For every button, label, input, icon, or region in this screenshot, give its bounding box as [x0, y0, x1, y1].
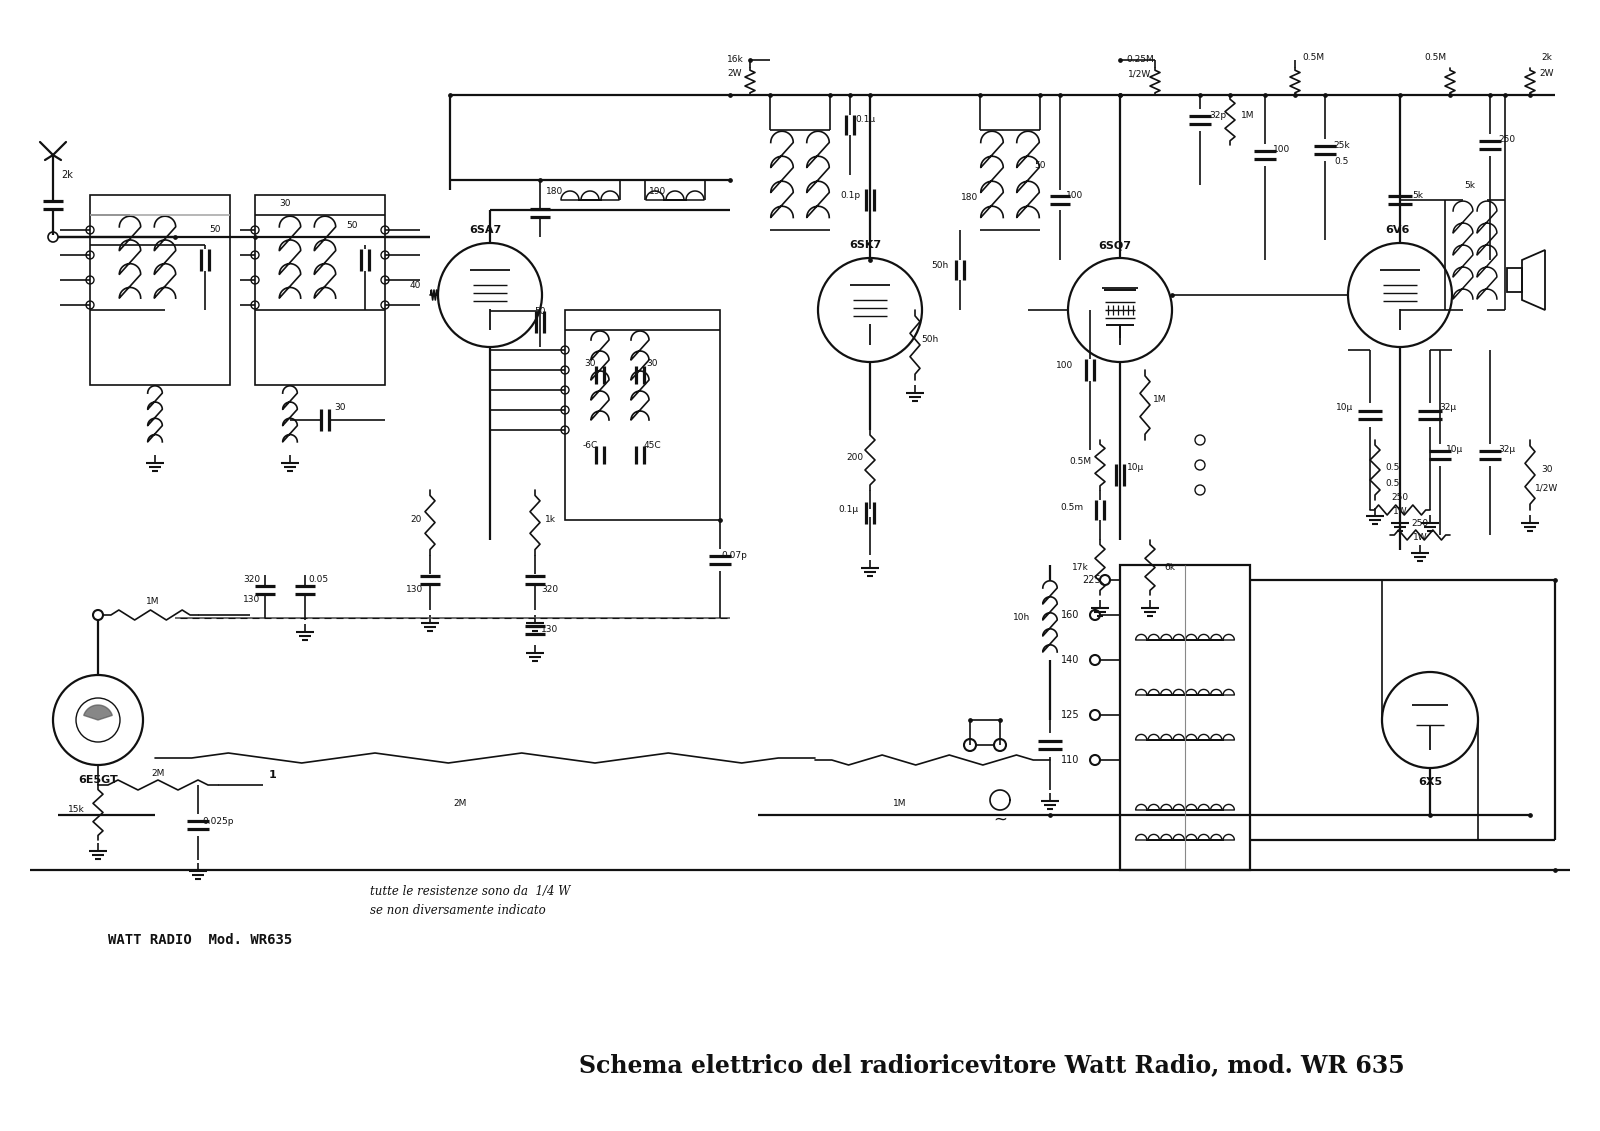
Text: 0.5: 0.5	[1334, 157, 1349, 166]
Text: 25k: 25k	[1334, 140, 1350, 149]
Text: 0.5: 0.5	[1386, 480, 1400, 489]
Text: 32μ: 32μ	[1440, 403, 1456, 412]
Text: 0.5M: 0.5M	[1424, 53, 1446, 62]
Text: 1M: 1M	[893, 798, 907, 808]
Text: 20: 20	[410, 516, 422, 525]
Text: 16k: 16k	[726, 55, 744, 64]
Text: tutte le resistenze sono da  1/4 W: tutte le resistenze sono da 1/4 W	[370, 886, 570, 898]
Bar	[90, 195, 230, 385]
Text: 17k: 17k	[1072, 563, 1088, 572]
Text: 10μ: 10μ	[1128, 464, 1144, 473]
Text: 0.1p: 0.1p	[840, 190, 861, 199]
Text: 320: 320	[541, 586, 558, 595]
Bar	[1120, 566, 1250, 870]
Text: 6SA7: 6SA7	[469, 225, 501, 235]
Text: 1/2W: 1/2W	[1128, 69, 1152, 78]
Text: 180: 180	[962, 193, 979, 202]
Text: 0.07p: 0.07p	[722, 551, 747, 560]
Text: 1M: 1M	[1154, 396, 1166, 405]
Text: 250: 250	[1411, 518, 1429, 527]
Text: 130: 130	[243, 596, 261, 604]
Text: 2W: 2W	[728, 69, 742, 78]
Text: 0.5m: 0.5m	[1061, 502, 1083, 511]
Text: 32p: 32p	[1210, 111, 1227, 120]
Text: 2k: 2k	[61, 170, 74, 180]
Text: 30: 30	[1541, 466, 1552, 475]
Text: 320: 320	[243, 576, 261, 585]
Text: 125: 125	[1061, 710, 1080, 720]
Text: 2W: 2W	[1539, 69, 1554, 78]
Text: 1W: 1W	[1413, 533, 1427, 542]
Text: 0.5M: 0.5M	[1069, 458, 1091, 466]
Text: -6C: -6C	[582, 440, 598, 449]
Bar	[565, 310, 720, 520]
Text: 0.5: 0.5	[1386, 463, 1400, 472]
Text: 250: 250	[1499, 136, 1515, 145]
Text: 30: 30	[280, 199, 291, 207]
Text: 0.1μ: 0.1μ	[854, 115, 875, 124]
Text: 140: 140	[1061, 655, 1078, 665]
Text: 190: 190	[650, 187, 667, 196]
Text: 6SK7: 6SK7	[850, 240, 882, 250]
Text: ~: ~	[994, 811, 1006, 829]
Text: 160: 160	[1061, 610, 1078, 620]
Text: 100: 100	[1066, 190, 1083, 199]
Text: 10μ: 10μ	[1446, 446, 1464, 455]
Text: 100: 100	[1056, 361, 1074, 370]
Text: 250: 250	[1392, 493, 1408, 502]
Text: 110: 110	[1061, 756, 1078, 765]
Text: 1M: 1M	[1242, 111, 1254, 120]
Text: 50: 50	[210, 225, 221, 234]
Text: 6E5GT: 6E5GT	[78, 775, 118, 785]
Text: 200: 200	[846, 452, 864, 461]
Text: 0.5M: 0.5M	[1302, 53, 1325, 62]
Text: 32μ: 32μ	[1499, 446, 1515, 455]
Text: 50: 50	[1034, 161, 1046, 170]
Text: 50: 50	[534, 307, 546, 316]
Text: 5k: 5k	[1413, 190, 1424, 199]
Text: 15k: 15k	[67, 805, 85, 814]
Text: 30: 30	[584, 359, 595, 368]
Text: 1W: 1W	[1392, 508, 1408, 517]
Text: 1/2W: 1/2W	[1536, 483, 1558, 492]
Text: 6V6: 6V6	[1386, 225, 1410, 235]
Text: WATT RADIO  Mod. WR635: WATT RADIO Mod. WR635	[109, 933, 293, 947]
Text: 50h: 50h	[931, 260, 949, 269]
Text: 6k: 6k	[1165, 563, 1176, 572]
Text: 2M: 2M	[152, 768, 165, 777]
Text: Schema elettrico del radioricevitore Watt Radio, mod. WR 635: Schema elettrico del radioricevitore Wat…	[579, 1053, 1405, 1077]
Text: 0.1μ: 0.1μ	[838, 506, 858, 515]
Text: 10μ: 10μ	[1336, 403, 1354, 412]
Text: 2M: 2M	[453, 798, 467, 808]
Text: 45C: 45C	[643, 440, 661, 449]
Text: 0.05: 0.05	[307, 576, 328, 585]
Text: 10h: 10h	[1013, 613, 1030, 622]
Text: 30: 30	[646, 359, 658, 368]
Text: se non diversamente indicato: se non diversamente indicato	[370, 904, 546, 916]
Text: 50: 50	[346, 221, 358, 230]
Polygon shape	[83, 705, 112, 720]
Text: 2k: 2k	[1541, 53, 1552, 62]
Text: 30: 30	[334, 404, 346, 413]
Text: 0.025p: 0.025p	[202, 818, 234, 827]
Bar	[254, 195, 386, 385]
Text: 1k: 1k	[544, 516, 555, 525]
Text: 6X5: 6X5	[1418, 777, 1442, 787]
Bar	[1507, 268, 1522, 292]
Text: 40: 40	[410, 280, 421, 290]
Text: 1M: 1M	[146, 597, 160, 606]
Text: 180: 180	[546, 187, 563, 196]
Text: 130: 130	[541, 625, 558, 634]
Text: 6SQ7: 6SQ7	[1099, 240, 1131, 250]
Text: 0.25M: 0.25M	[1126, 55, 1154, 64]
Text: 100: 100	[1274, 146, 1291, 155]
Text: 50h: 50h	[922, 336, 939, 345]
Text: 130: 130	[406, 586, 424, 595]
Text: 225: 225	[1083, 575, 1101, 585]
Text: 5k: 5k	[1464, 181, 1475, 190]
Text: 1: 1	[269, 770, 277, 780]
